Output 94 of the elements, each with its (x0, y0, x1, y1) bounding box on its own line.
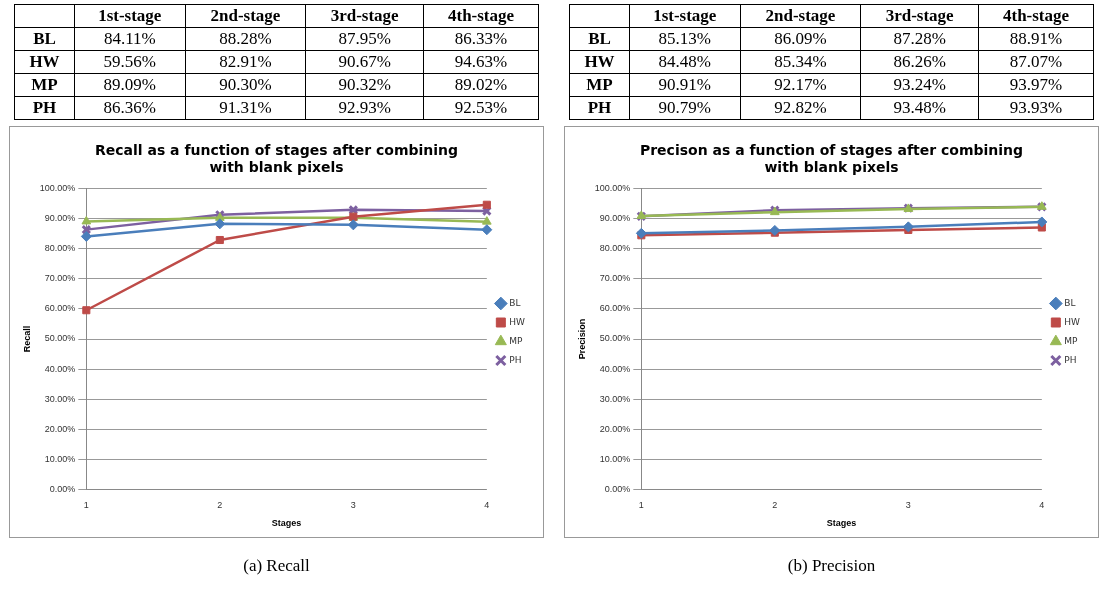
data-label: 86.33% (423, 27, 539, 51)
text: 3rd-stage (860, 4, 979, 28)
data-label: 84.48% (629, 50, 741, 74)
text: 1st-stage (74, 4, 186, 28)
data-label: 93.97% (978, 73, 1094, 97)
x-tick-label: 3 (905, 500, 911, 511)
data-label: 86.26% (860, 50, 979, 74)
y-tick-label: 80.00% (44, 243, 76, 254)
x-tick-label: 3 (350, 500, 356, 511)
legend-label: BL (509, 297, 521, 308)
data-label: 84.11% (74, 27, 186, 51)
text: HW (29, 52, 60, 71)
y-axis-title: Precision (576, 318, 587, 360)
y-tick-label: 10.00% (599, 453, 631, 464)
text: 1st-stage (629, 4, 741, 28)
data-label: 89.02% (423, 73, 539, 97)
data-label: 87.28% (860, 27, 979, 51)
data-label: 93.24% (860, 73, 979, 97)
legend-label: HW (1064, 316, 1081, 327)
data-label: 85.13% (629, 27, 741, 51)
y-tick-label: 40.00% (44, 363, 76, 374)
text: 4th-stage (423, 4, 539, 28)
y-tick-label: 90.00% (44, 213, 76, 224)
text: BL (588, 29, 611, 48)
data-label: 59.56% (74, 50, 186, 74)
y-tick-label: 60.00% (599, 303, 631, 314)
data-label: 87.07% (978, 50, 1094, 74)
legend-label: BL (1064, 297, 1076, 308)
y-tick-label: 20.00% (44, 423, 76, 434)
data-label: 88.91% (978, 27, 1094, 51)
data-label: 92.53% (423, 96, 539, 120)
legend-label: HW (509, 316, 526, 327)
y-axis-title: Recall (21, 325, 32, 353)
legend-label: PH (509, 354, 522, 365)
y-tick-label: 30.00% (44, 393, 76, 404)
data-label: 92.82% (740, 96, 861, 120)
y-tick-label: 50.00% (44, 333, 76, 344)
legend-label: PH (1064, 354, 1077, 365)
text: (a) Recall (243, 556, 310, 576)
legend-label: MP (509, 335, 524, 346)
data-label: 91.31% (185, 96, 306, 120)
chart-title: Recall as a function of stages after combining with blank pixels (94, 142, 459, 175)
text: HW (584, 52, 615, 71)
data-label: 90.67% (305, 50, 424, 74)
text: PH (587, 98, 612, 117)
text: (b) Precision (787, 556, 876, 576)
y-tick-label: 80.00% (599, 243, 631, 254)
data-label: 90.91% (629, 73, 741, 97)
x-axis-title: Stages (826, 518, 857, 529)
y-tick-label: 70.00% (44, 273, 76, 284)
data-label: 89.09% (74, 73, 186, 97)
text: MP (31, 75, 58, 94)
text: MP (586, 75, 613, 94)
legend-label: MP (1064, 335, 1079, 346)
data-label: 93.93% (978, 96, 1094, 120)
y-tick-label: 30.00% (599, 393, 631, 404)
data-label: 90.79% (629, 96, 741, 120)
y-tick-label: 90.00% (599, 213, 631, 224)
text: 4th-stage (978, 4, 1094, 28)
data-label: 90.32% (305, 73, 424, 97)
y-tick-label: 100.00% (594, 183, 631, 194)
y-tick-label: 10.00% (44, 453, 76, 464)
text: 2nd-stage (740, 4, 861, 28)
x-tick-label: 4 (1039, 500, 1045, 511)
data-label: 88.28% (185, 27, 306, 51)
x-tick-label: 4 (484, 500, 490, 511)
y-tick-label: 50.00% (599, 333, 631, 344)
data-label: 87.95% (305, 27, 424, 51)
y-tick-label: 60.00% (44, 303, 76, 314)
data-label: 93.48% (860, 96, 979, 120)
y-tick-label: 0.00% (49, 483, 76, 494)
y-tick-label: 100.00% (39, 183, 76, 194)
data-label: 86.09% (740, 27, 861, 51)
text: BL (33, 29, 56, 48)
data-label: 86.36% (74, 96, 186, 120)
y-tick-label: 0.00% (604, 483, 631, 494)
text: 2nd-stage (185, 4, 306, 28)
x-tick-label: 2 (772, 500, 778, 511)
data-label: 92.93% (305, 96, 424, 120)
y-tick-label: 40.00% (599, 363, 631, 374)
x-axis-title: Stages (271, 518, 302, 529)
data-label: 85.34% (740, 50, 861, 74)
data-label: 92.17% (740, 73, 861, 97)
x-tick-label: 2 (217, 500, 223, 511)
x-tick-label: 1 (638, 500, 644, 511)
x-tick-label: 1 (83, 500, 89, 511)
data-label: 90.30% (185, 73, 306, 97)
text: 3rd-stage (305, 4, 424, 28)
data-label: 94.63% (423, 50, 539, 74)
y-tick-label: 70.00% (599, 273, 631, 284)
data-label: 82.91% (185, 50, 306, 74)
text: PH (32, 98, 57, 117)
chart-title: Precison as a function of stages after combining with blank pixels (639, 142, 1024, 175)
y-tick-label: 20.00% (599, 423, 631, 434)
